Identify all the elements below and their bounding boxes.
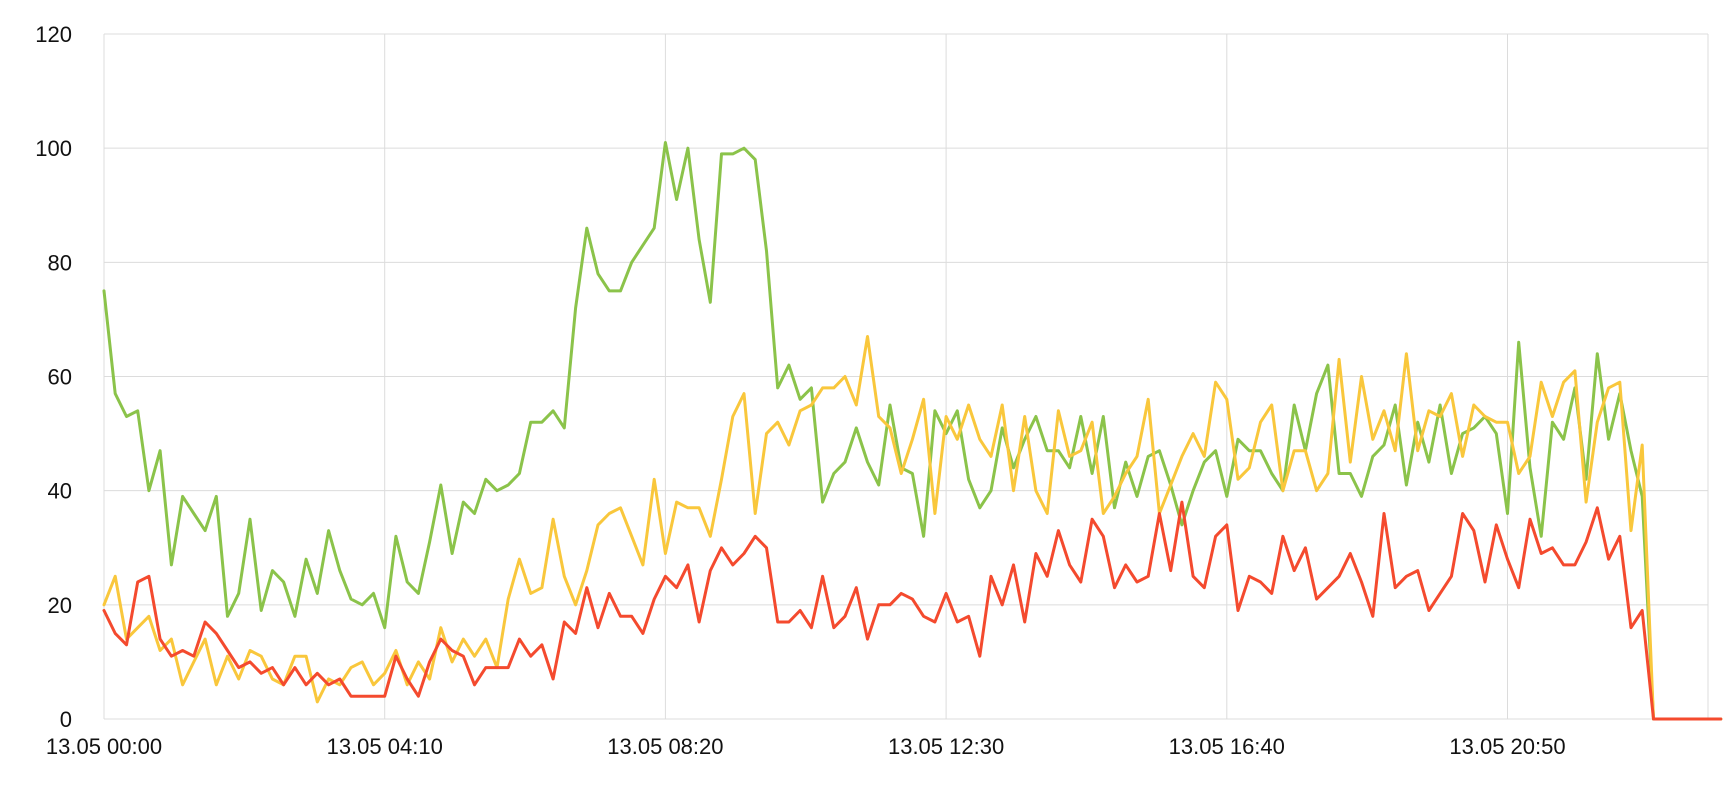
y-tick-label: 120 (35, 22, 72, 47)
y-axis: 0 20 40 60 80 100 120 (35, 22, 72, 732)
y-tick-label: 60 (48, 365, 72, 390)
y-tick-label: 80 (48, 250, 72, 275)
x-tick-label: 13.05 20:50 (1449, 734, 1565, 759)
x-tick-label: 13.05 04:10 (327, 734, 443, 759)
x-tick-label: 13.05 00:00 (46, 734, 162, 759)
y-tick-label: 20 (48, 593, 72, 618)
y-tick-label: 40 (48, 479, 72, 504)
y-tick-label: 100 (35, 136, 72, 161)
x-tick-label: 13.05 16:40 (1169, 734, 1285, 759)
series-layer (102, 141, 1723, 721)
y-tick-label: 0 (60, 707, 72, 732)
x-tick-label: 13.05 08:20 (607, 734, 723, 759)
series-line-3 (102, 500, 1723, 721)
grid (103, 33, 1709, 720)
series-line-1 (102, 141, 1723, 721)
x-axis: 13.05 00:00 13.05 04:10 13.05 08:20 13.05 1… (46, 734, 1566, 759)
series-line-2 (102, 335, 1723, 721)
x-tick-label: 13.05 12:30 (888, 734, 1004, 759)
